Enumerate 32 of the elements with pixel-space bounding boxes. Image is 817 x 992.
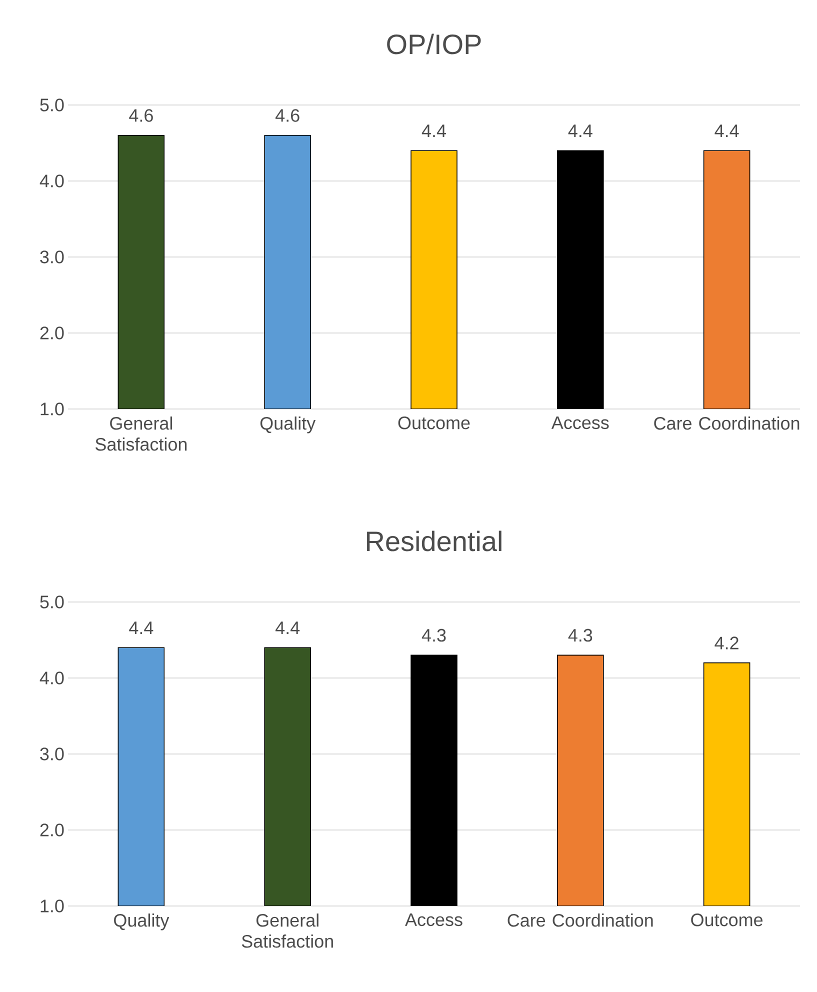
x-tick-label: Outcome (691, 914, 763, 926)
data-label: 4.4 (275, 622, 300, 634)
y-tick-label: 2.0 (40, 326, 64, 340)
x-tick-label: Access (551, 416, 609, 430)
y-tick-label: 1.0 (40, 402, 64, 416)
data-label: 4.4 (422, 124, 446, 138)
chart-title: OP/IOP (387, 34, 481, 54)
y-tick-label: 3.0 (40, 250, 64, 264)
data-label: 4.4 (129, 622, 154, 634)
data-label: 4.3 (568, 628, 592, 642)
x-tick-label: Quality (114, 914, 170, 930)
y-tick-label: 2.0 (40, 824, 64, 836)
x-tick-label: Care Coordination (654, 416, 800, 430)
data-label: 4.3 (422, 628, 446, 642)
y-tick-label: 5.0 (40, 98, 64, 112)
x-tick-label: General Satisfaction (242, 914, 333, 948)
chart-title: Residential (367, 530, 502, 552)
x-tick-label: General Satisfaction (95, 416, 187, 451)
x-tick-label: Quality (260, 416, 316, 434)
y-tick-label: 4.0 (40, 672, 64, 684)
y-tick-label: 1.0 (40, 900, 64, 912)
x-tick-label: Care Coordination (508, 914, 653, 927)
y-tick-label: 4.0 (40, 174, 64, 188)
x-tick-label: Access (405, 914, 462, 926)
data-label: 4.4 (568, 124, 592, 138)
y-tick-label: 5.0 (40, 596, 64, 608)
data-label: 4.4 (714, 124, 739, 138)
data-label: 4.6 (275, 109, 300, 122)
data-label: 4.2 (714, 636, 738, 650)
x-tick-label: Outcome (398, 416, 470, 430)
y-tick-label: 3.0 (40, 748, 64, 760)
data-label: 4.6 (129, 109, 153, 122)
